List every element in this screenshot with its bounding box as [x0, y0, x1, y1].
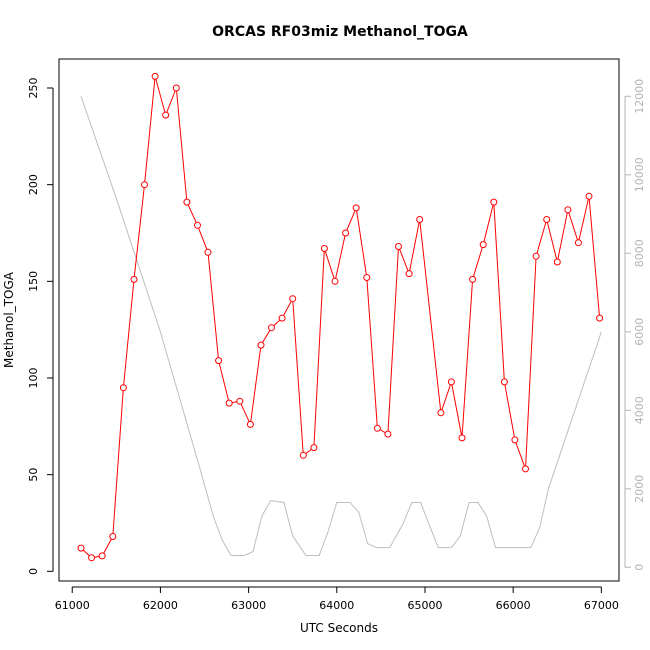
data-point: [172, 84, 180, 92]
data-point: [310, 444, 318, 452]
y-tick-label: 150: [27, 271, 40, 292]
data-point: [141, 181, 148, 189]
y-tick-label: 0: [27, 568, 40, 575]
y2-tick-label: 8000: [633, 239, 646, 267]
data-point: [289, 295, 297, 303]
data-point: [373, 424, 381, 432]
x-axis: 61000 62000 63000 64000 65000 66000 67000: [55, 586, 619, 612]
x-tick-label: 64000: [319, 599, 354, 612]
secondary-series-layer: [80, 96, 602, 556]
y-axis-right: 0 2000 4000 6000 8000 10000 12000: [624, 79, 646, 571]
data-point: [194, 221, 201, 229]
data-point: [352, 204, 360, 212]
x-tick-label: 67000: [584, 599, 619, 612]
data-point: [500, 378, 508, 386]
data-point: [596, 314, 604, 322]
data-point: [405, 270, 413, 278]
data-point: [331, 277, 339, 285]
data-point: [225, 399, 233, 407]
data-point: [511, 436, 519, 444]
data-point: [183, 198, 191, 206]
data-point: [447, 378, 455, 386]
x-tick-label: 62000: [143, 599, 178, 612]
data-point: [522, 465, 529, 473]
y-axis-label: Methanol_TOGA: [2, 271, 16, 368]
data-point: [151, 72, 159, 80]
data-point: [479, 241, 487, 249]
data-point: [204, 248, 212, 256]
data-point: [130, 275, 138, 283]
data-point: [299, 451, 307, 459]
x-tick-label: 63000: [231, 599, 266, 612]
x-tick-label: 65000: [407, 599, 442, 612]
y-axis-left: 0 50 100 150 200 250: [27, 78, 54, 575]
y2-tick-label: 12000: [633, 79, 646, 114]
plot-frame: [58, 58, 620, 582]
data-point: [384, 430, 392, 438]
data-point: [458, 434, 466, 442]
y-tick-label: 200: [27, 174, 40, 195]
data-point: [437, 409, 445, 417]
y2-tick-label: 0: [633, 564, 646, 571]
y-tick-label: 50: [27, 468, 40, 482]
data-point: [363, 274, 371, 281]
data-point: [564, 206, 572, 214]
data-point: [490, 198, 498, 206]
primary-series-layer: [77, 72, 604, 562]
data-point: [320, 245, 328, 252]
y-tick-label: 100: [27, 368, 40, 389]
data-point: [553, 258, 561, 266]
y-tick-label: 250: [27, 78, 40, 99]
data-point: [532, 252, 540, 260]
x-tick-label: 66000: [496, 599, 531, 612]
chart-title: ORCAS RF03miz Methanol_TOGA: [212, 24, 468, 40]
data-point: [215, 357, 223, 365]
y2-tick-label: 6000: [633, 318, 646, 346]
data-point: [88, 554, 96, 562]
data-point: [109, 533, 117, 540]
primary-series-line: [80, 76, 601, 559]
data-point: [162, 111, 170, 119]
data-point: [236, 397, 244, 405]
data-point: [342, 229, 350, 237]
data-point: [416, 216, 424, 223]
data-point: [543, 216, 551, 223]
data-point: [469, 275, 477, 283]
data-point: [585, 192, 593, 200]
x-tick-label: 61000: [55, 599, 90, 612]
data-point: [278, 314, 286, 322]
x-axis-label: UTC Seconds: [300, 621, 378, 635]
data-point: [119, 384, 127, 392]
y2-tick-label: 2000: [633, 475, 646, 503]
secondary-series-line: [80, 96, 602, 556]
data-point: [257, 341, 265, 349]
data-point: [98, 552, 106, 560]
y2-tick-label: 10000: [633, 157, 646, 192]
data-point: [395, 243, 402, 250]
data-point: [77, 544, 85, 552]
data-point: [268, 324, 275, 332]
data-point: [246, 420, 254, 428]
data-point: [574, 239, 582, 247]
y2-tick-label: 4000: [633, 396, 646, 424]
